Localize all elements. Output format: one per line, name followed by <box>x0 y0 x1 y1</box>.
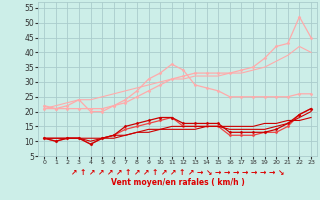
X-axis label: ↗ ↑ ↗ ↗ ↗ ↗ ↑ ↗ ↗ ↑ ↗ ↗ ↑ ↗ → ↘ → → → → → → → ↘
Vent moyen/en rafales ( km/h ): ↗ ↑ ↗ ↗ ↗ ↗ ↑ ↗ ↗ ↑ ↗ ↗ ↑ ↗ → ↘ → → → → … <box>71 168 284 187</box>
